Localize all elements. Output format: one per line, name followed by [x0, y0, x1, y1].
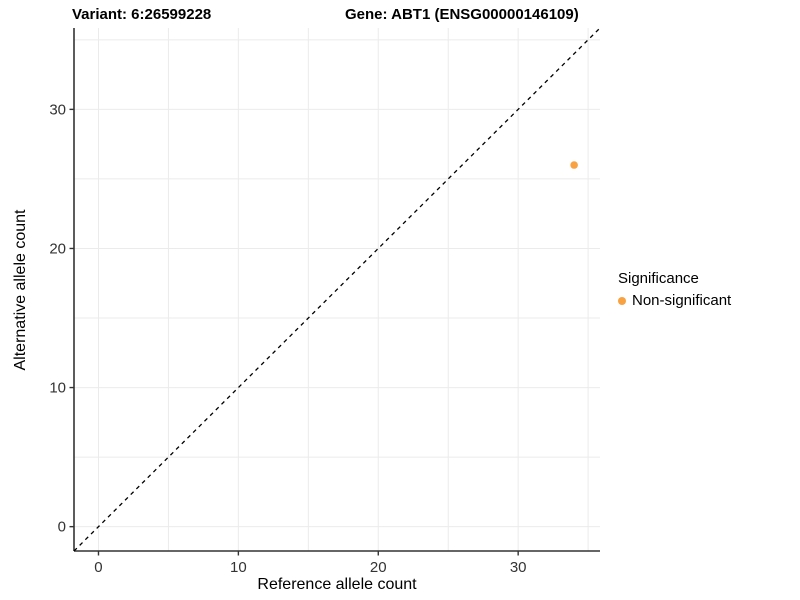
identity-line: [73, 27, 601, 552]
legend-title: Significance: [618, 270, 699, 287]
y-tick-label: 0: [58, 519, 66, 536]
plot-title-gene: Gene: ABT1 (ENSG00000146109): [345, 6, 579, 23]
x-tick-label: 30: [510, 559, 527, 576]
legend-entry-label: Non-significant: [632, 292, 732, 309]
x-tick-label: 10: [230, 559, 247, 576]
y-tick-label: 30: [49, 101, 66, 118]
legend-marker-icon: [618, 296, 626, 305]
y-tick-label: 10: [49, 380, 66, 397]
x-tick-label: 0: [94, 559, 102, 576]
legend: Significance Non-significant: [618, 270, 731, 309]
x-tick-label: 20: [370, 559, 387, 576]
legend-entry: Non-significant: [618, 292, 731, 309]
x-axis-title: Reference allele count: [257, 576, 417, 593]
data-point: [570, 161, 578, 169]
y-tick-label: 20: [49, 240, 66, 257]
y-axis-title: Alternative allele count: [12, 209, 29, 371]
plot-title-variant: Variant: 6:26599228: [72, 6, 212, 23]
